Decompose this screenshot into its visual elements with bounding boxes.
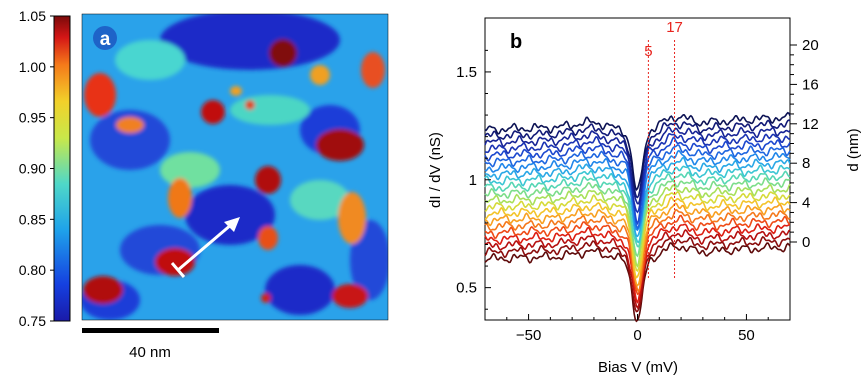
y-axis-label: dI / dV (nS) (427, 132, 444, 208)
y-tick-label: 1 (469, 172, 477, 189)
x-tick-label: −50 (516, 327, 541, 344)
line-cut-arrow (170, 217, 240, 278)
spectrum-curve (484, 214, 791, 296)
spectrum-curve (484, 242, 791, 323)
map-frame (81, 13, 389, 321)
x-tick-label: 0 (633, 327, 641, 344)
colorbar-tick-label: 0.90 (19, 161, 46, 177)
marker-label: 5 (644, 43, 652, 60)
scale-bar: 40 nm (82, 328, 219, 361)
conductance-map: a (81, 13, 389, 321)
spectrum-curve (484, 164, 791, 244)
right-axis-label: d (nm) (845, 128, 862, 171)
spectrum-curve (484, 170, 791, 248)
colorbar-gradient (53, 15, 71, 322)
x-tick-label: 50 (738, 327, 755, 344)
right-tick-label: 16 (802, 76, 819, 93)
right-tick-label: 20 (802, 37, 819, 54)
y-tick-label: 1.5 (456, 64, 477, 81)
spectrum-curve (484, 183, 791, 268)
spectrum-curve (484, 111, 791, 192)
spectrum-curve (485, 132, 791, 214)
colorbar-tick-label: 0.85 (19, 211, 46, 227)
colorbar-tick-label: 0.80 (19, 262, 46, 278)
colorbar-tick-label: 0.95 (19, 110, 46, 126)
spectra-curves (484, 111, 791, 323)
right-tick-label: 8 (802, 155, 810, 172)
spectrum-curve (484, 235, 791, 313)
spectrum-curve (484, 144, 791, 230)
right-tick-label: 4 (802, 195, 810, 212)
spectrum-curve (484, 119, 791, 199)
y-axis: 0.5 1 1.5 (456, 49, 491, 310)
spectrum-curve (484, 190, 791, 272)
marker-label: 17 (666, 19, 683, 36)
marker-lines: 5 17 (644, 19, 683, 280)
spectrum-curve (484, 126, 791, 205)
panel-a-label: a (100, 29, 111, 50)
x-axis: −50 0 50 (506, 314, 769, 344)
scale-bar-line (82, 328, 219, 333)
spectrum-curve (484, 149, 791, 232)
scale-bar-label: 40 nm (129, 344, 171, 361)
spectrum-curve (484, 196, 791, 279)
colorbar-tick-label: 1.00 (19, 59, 46, 75)
colorbar-tick-label: 0.75 (19, 313, 46, 329)
right-axis: 0 4 8 12 16 20 (790, 37, 819, 251)
panel-a-badge (93, 26, 117, 50)
spectrum-curve (484, 177, 791, 258)
right-tick-label: 0 (802, 234, 810, 251)
colorbar-ticks: 1.05 1.00 0.95 0.90 0.85 0.80 0.75 (19, 8, 54, 329)
panel-b-label: b (510, 31, 522, 53)
spectra-chart: b 5 17 −50 0 50 0.5 1 1.5 0 4 8 12 16 20 dI / dV (… (427, 17, 862, 376)
spectrum-curve (484, 202, 791, 287)
map-blobs (82, 14, 388, 320)
y-tick-label: 0.5 (456, 280, 477, 297)
spectrum-curve (484, 209, 791, 293)
spectrum-curve (484, 223, 790, 304)
colorbar: 1.05 1.00 0.95 0.90 0.85 0.80 0.75 (19, 8, 71, 329)
x-axis-label: Bias V (mV) (598, 359, 678, 376)
colorbar-tick-label: 1.05 (19, 8, 46, 24)
spectrum-curve (484, 228, 791, 310)
right-tick-label: 12 (802, 116, 819, 133)
spectrum-curve (484, 136, 791, 226)
spectrum-curve (484, 156, 791, 238)
